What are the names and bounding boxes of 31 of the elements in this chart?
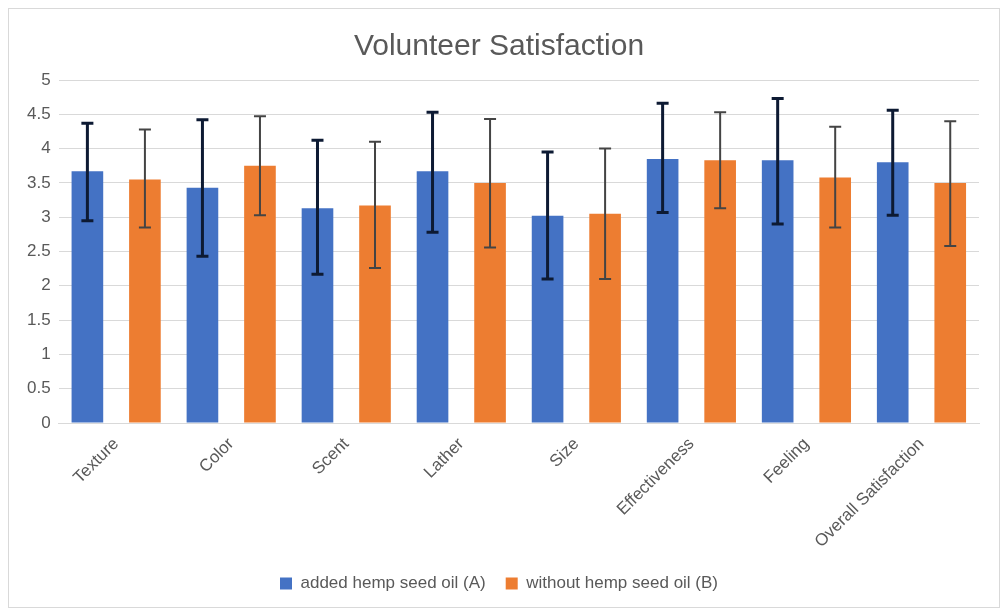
bar [934, 182, 967, 423]
y-tick-label: 0 [41, 412, 51, 432]
bar [761, 160, 794, 423]
bar [301, 208, 334, 423]
bar [359, 205, 391, 423]
bar [876, 162, 909, 423]
y-tick-label: 1.5 [26, 309, 51, 329]
y-tick-label: 4.5 [26, 103, 51, 123]
y-tick-label: 2 [41, 275, 51, 295]
y-tick-label: 0.5 [26, 378, 51, 398]
y-tick-label: 4 [41, 138, 51, 158]
y-tick-label: 3.5 [26, 172, 51, 192]
bar [646, 158, 679, 423]
bar [71, 171, 104, 423]
bar [244, 165, 276, 423]
bar [531, 215, 564, 423]
chart-title: Volunteer Satisfaction [353, 28, 645, 62]
legend-label: added hemp seed oil (A) [300, 573, 486, 593]
y-tick-label: 5 [41, 69, 51, 89]
bar [416, 171, 449, 423]
x-tick-label: Size [545, 433, 583, 471]
bar [186, 187, 219, 423]
bar [474, 182, 506, 423]
y-tick-label: 1 [41, 344, 51, 364]
y-tick-label: 3 [41, 206, 51, 226]
y-tick-label: 2.5 [26, 241, 51, 261]
bar [129, 179, 161, 423]
bar [589, 213, 621, 423]
bar [819, 177, 852, 423]
legend-label: without hemp seed oil (B) [525, 573, 719, 593]
bar [704, 160, 736, 423]
